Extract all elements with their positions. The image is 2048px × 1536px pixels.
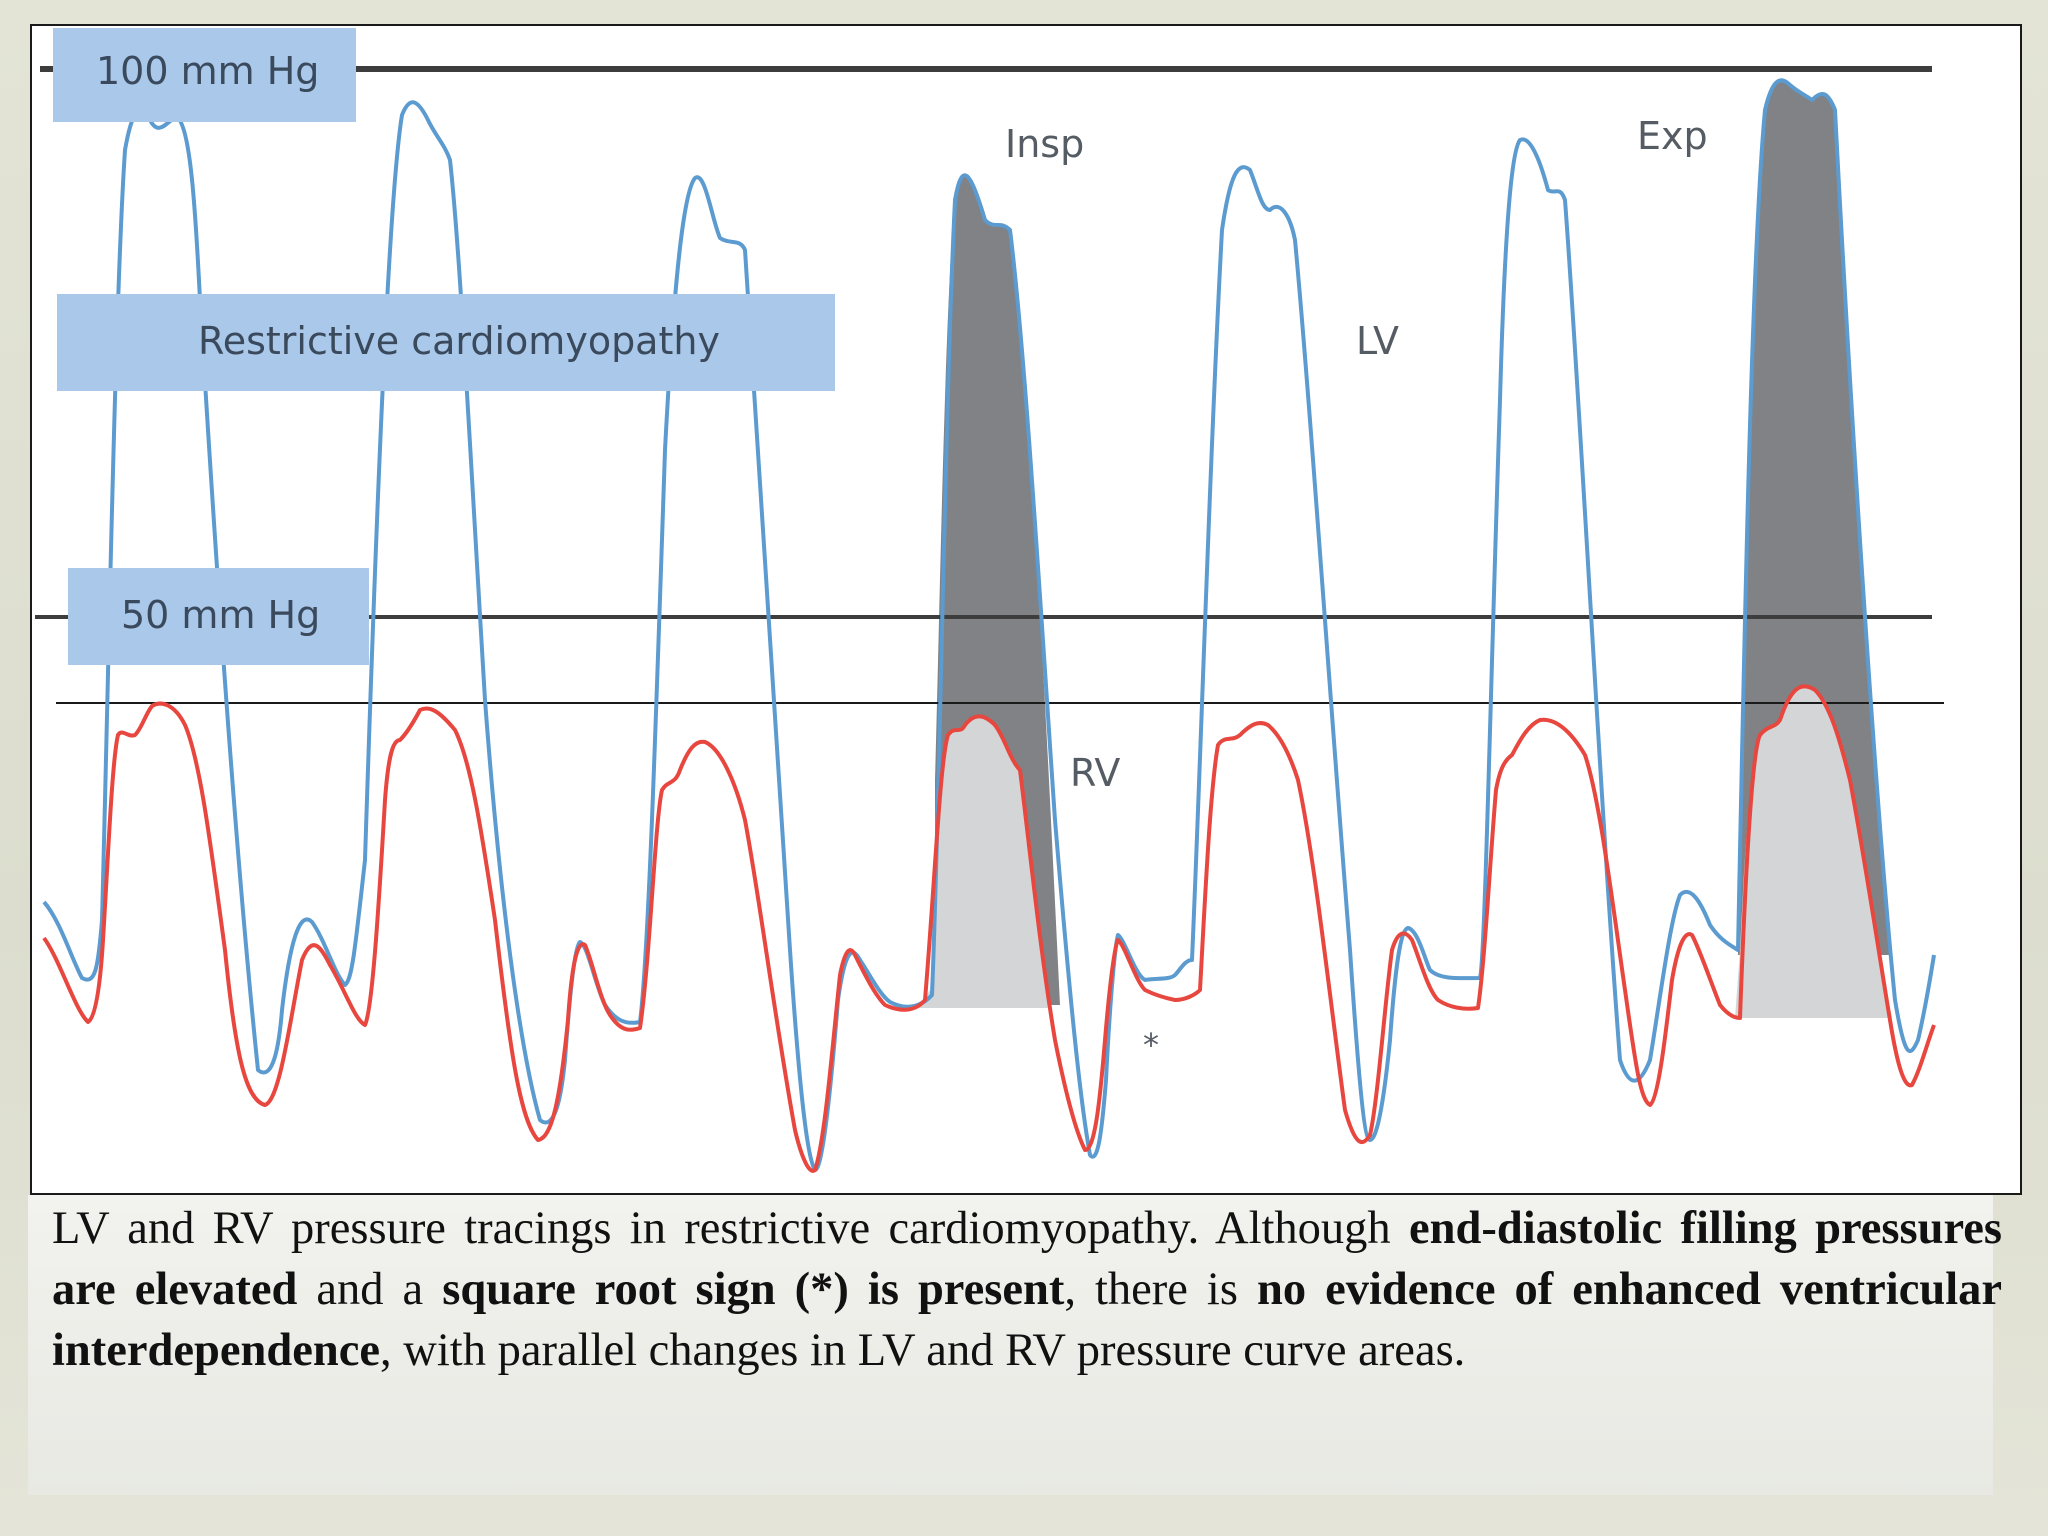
lv-pressure-trace [42,78,1936,1172]
caption-bold-3: no evidence of enhanced ventricular inte… [52,1264,2003,1376]
rv-pressure-trace [42,684,1936,1173]
label-50-mm-hg: 50 mm Hg [121,593,320,637]
label-rv: RV [1070,751,1120,795]
caption-bold-1: end-diastolic filling pressures are elev… [52,1203,2002,1315]
rv-area-inspiration [918,716,1048,1008]
figure-caption: LV and RV pressure tracings in restricti… [52,1198,2002,1381]
caption-bold-2: square root sign (*) is present [442,1264,1065,1315]
square-root-marker: * [1143,1026,1159,1064]
label-box-50 [68,568,369,665]
pressure-tracing-diagram: 100 mm Hg Restrictive cardiomyopathy 50 … [35,28,1944,1173]
label-100-mm-hg: 100 mm Hg [96,49,319,93]
label-lv: LV [1356,319,1399,363]
rv-area-expiration [1735,686,1892,1018]
caption-text-2: and a [297,1264,443,1315]
label-exp: Exp [1637,114,1708,158]
caption-text-3: , there is [1064,1264,1257,1315]
caption-text-1: LV and RV pressure tracings in restricti… [52,1203,1410,1254]
label-insp: Insp [1005,122,1084,166]
label-box-100 [53,28,356,122]
label-restrictive-cardiomyopathy: Restrictive cardiomyopathy [198,319,720,363]
caption-background [28,1195,1993,1495]
label-box-condition [57,294,835,391]
caption-text-4: , with parallel changes in LV and RV pre… [380,1325,1466,1376]
